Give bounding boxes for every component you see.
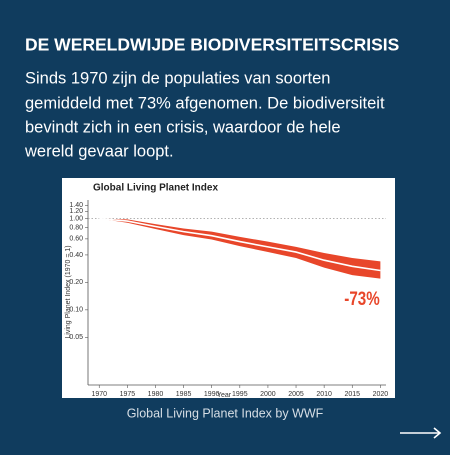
y-tick-label: 0.05 xyxy=(69,334,83,341)
y-tick-label: 0.40 xyxy=(69,252,83,259)
y-tick-label: 0.10 xyxy=(69,307,83,314)
intro-line: bevindt zich in een crisis, waardoor de … xyxy=(25,118,341,136)
x-tick-label: 1985 xyxy=(176,391,192,398)
x-tick-label: 2000 xyxy=(260,391,276,398)
intro-line: wereld gevaar loopt. xyxy=(24,142,174,160)
caption: Global Living Planet Index by WWF xyxy=(127,406,324,420)
x-tick-label: 1980 xyxy=(148,391,164,398)
x-tick-label: 2005 xyxy=(288,391,304,398)
y-tick-label: 0.80 xyxy=(69,224,83,231)
chart-title: Global Living Planet Index xyxy=(93,183,218,194)
y-tick-label: 0.60 xyxy=(69,236,83,243)
confidence-band xyxy=(99,218,381,279)
y-axis-label: Living Planet Index (1970 = 1) xyxy=(65,245,72,338)
x-tick-label: 2015 xyxy=(344,391,360,398)
y-tick-label: 1.20 xyxy=(69,208,83,215)
intro-line: gemiddeld met 73% afgenomen. De biodiver… xyxy=(25,94,385,112)
index-line xyxy=(99,217,381,272)
intro-line: Sinds 1970 zijn de populaties van soorte… xyxy=(25,69,330,87)
x-tick-label: 1975 xyxy=(120,391,136,398)
y-tick-label: 1.00 xyxy=(69,215,83,222)
arrow-head xyxy=(433,427,442,439)
x-tick-label: 1970 xyxy=(91,391,107,398)
x-tick-label: 2020 xyxy=(373,391,389,398)
x-axis-label: Year xyxy=(217,392,232,399)
y-tick-label: 1.40 xyxy=(69,202,83,209)
header-title: DE WERELDWIJDE BIODIVERSITEITSCRISIS xyxy=(25,35,399,55)
chart-panel xyxy=(62,178,395,398)
annotation: -73% xyxy=(344,287,379,309)
x-tick-label: 1995 xyxy=(232,391,248,398)
x-tick-label: 1990 xyxy=(204,391,220,398)
y-tick-label: 0.20 xyxy=(69,279,83,286)
x-tick-label: 2010 xyxy=(316,391,332,398)
next-arrow[interactable] xyxy=(400,427,442,439)
